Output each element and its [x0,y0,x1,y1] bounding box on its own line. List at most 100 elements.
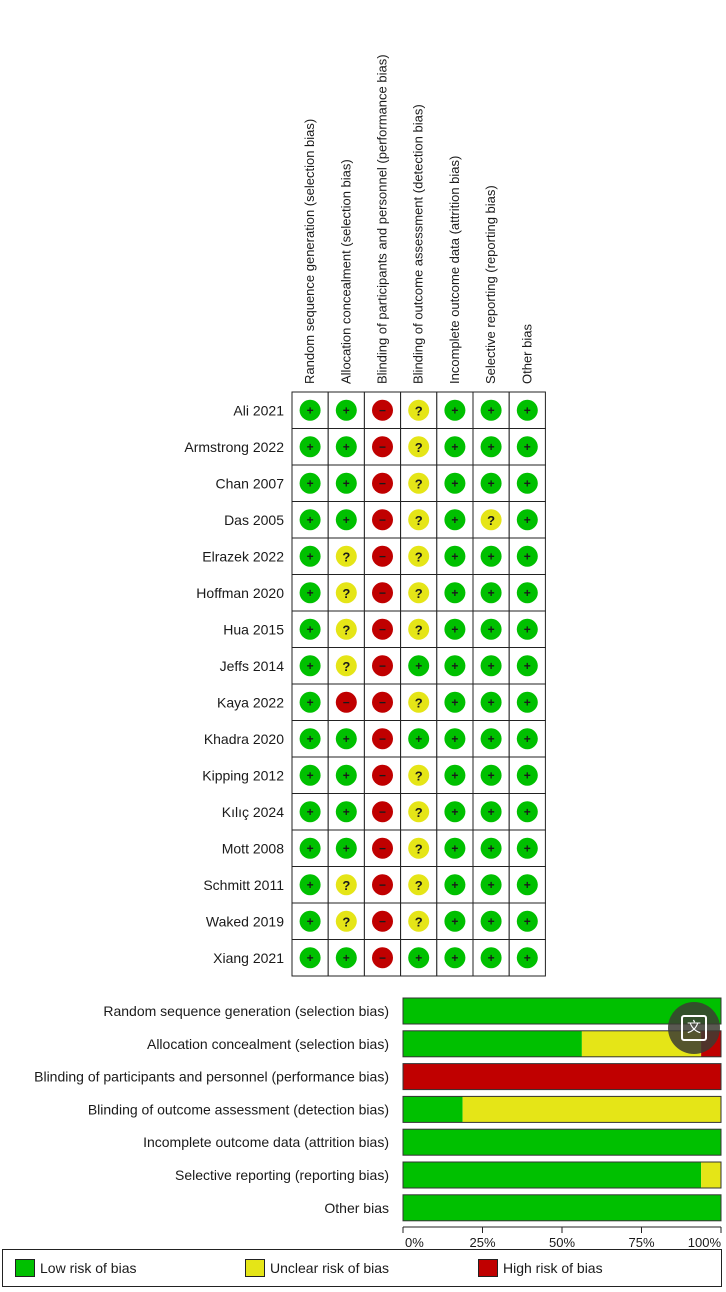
risk-symbol: + [451,476,458,490]
study-label: Kılıç 2024 [222,804,284,820]
legend-swatch-unclear [245,1259,265,1277]
risk-symbol: ? [415,403,423,418]
risk-symbol: + [451,403,458,417]
risk-dot-low [335,764,357,786]
risk-symbol: − [379,440,386,454]
risk-dot-low [444,655,466,677]
risk-symbol: + [307,549,314,563]
legend-item-high: High risk of bias [478,1258,603,1278]
risk-dot-high [372,399,393,421]
risk-symbol: ? [487,513,495,528]
risk-symbol: + [524,622,531,636]
risk-dot-low [299,837,321,859]
column-header: Blinding of participants and personnel (… [375,54,390,384]
risk-symbol: + [524,841,531,855]
risk-symbol: + [343,403,350,417]
risk-symbol: ? [415,841,423,856]
risk-symbol: + [343,476,350,490]
risk-dot-high [372,801,393,823]
risk-symbol: + [307,695,314,709]
risk-dot-low [299,618,321,640]
risk-dot-low [516,874,538,896]
risk-dot-low [480,947,502,969]
risk-symbol: + [307,403,314,417]
risk-symbol: + [307,841,314,855]
risk-dot-high [372,472,393,494]
bar-segment [403,1162,702,1188]
risk-dot-low [335,509,357,531]
grid-cell [436,829,474,867]
study-label: Armstrong 2022 [184,439,284,455]
risk-symbol: ? [415,476,423,491]
risk-dot-low [516,837,538,859]
risk-dot-low [335,436,357,458]
study-label: Ali 2021 [233,402,284,418]
risk-symbol: + [488,586,495,600]
risk-dot-high [372,874,393,896]
risk-symbol: + [343,440,350,454]
risk-dot-unclear [408,582,430,604]
risk-dot-low [516,618,538,640]
risk-symbol: − [379,403,386,417]
risk-dot-high [372,691,393,713]
risk-dot-high [372,582,393,604]
risk-symbol: ? [415,622,423,637]
risk-dot-low [299,691,321,713]
risk-dot-low [299,801,321,823]
bar-segment [403,1030,582,1057]
risk-symbol: + [524,476,531,490]
risk-symbol: + [488,476,495,490]
bar-category-label: Blinding of participants and personnel (… [34,1069,389,1085]
risk-dot-low [335,472,357,494]
risk-symbol: + [488,440,495,454]
risk-dot-low [516,728,538,750]
study-label: Das 2005 [224,512,284,528]
risk-dot-unclear [408,764,430,786]
risk-dot-low [299,874,321,896]
risk-symbol: − [379,586,386,600]
study-label: Xiang 2021 [213,950,284,966]
risk-dot-low [480,910,502,932]
risk-symbol: + [524,440,531,454]
risk-symbol: + [307,659,314,673]
x-tick-label: 25% [469,1235,495,1250]
risk-dot-high [372,837,393,859]
risk-symbol: ? [415,878,423,893]
risk-symbol: ? [415,695,423,710]
risk-dot-unclear [335,874,357,896]
column-header: Incomplete outcome data (attrition bias) [447,156,462,384]
risk-dot-low [299,436,321,458]
bar-category-label: Selective reporting (reporting bias) [175,1167,389,1183]
risk-symbol: + [415,951,422,965]
risk-dot-low [444,728,466,750]
bar-segment [403,1194,721,1221]
risk-dot-low [408,947,430,969]
risk-symbol: + [343,951,350,965]
risk-symbol: + [524,878,531,892]
risk-symbol: ? [415,549,423,564]
grid-cell [400,793,438,831]
risk-dot-low [516,801,538,823]
risk-dot-low [299,472,321,494]
risk-dot-low [335,801,357,823]
risk-symbol: + [415,732,422,746]
risk-dot-unclear [480,509,502,531]
risk-dot-unclear [408,436,430,458]
risk-symbol: − [379,622,386,636]
risk-dot-low [516,582,538,604]
risk-dot-low [335,399,357,421]
risk-dot-low [516,545,538,567]
legend-swatch-low [15,1259,35,1277]
risk-symbol: − [379,768,386,782]
risk-symbol: ? [415,513,423,528]
risk-symbol: + [451,768,458,782]
translate-button[interactable]: 文 [668,1002,720,1054]
legend-item-unclear: Unclear risk of bias [245,1258,389,1278]
risk-symbol: ? [415,805,423,820]
risk-symbol: − [379,805,386,819]
risk-symbol: + [488,805,495,819]
bar-outline [402,1194,722,1222]
study-label: Kaya 2022 [217,694,284,710]
risk-dot-unclear [408,509,430,531]
legend-label-low: Low risk of bias [40,1260,137,1276]
